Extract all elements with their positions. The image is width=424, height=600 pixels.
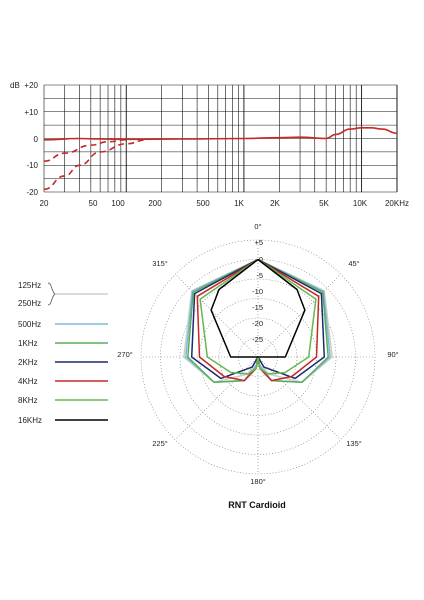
polar-radial-labels: +5 0 -5 -10 -15 -20 -25 [252,238,263,344]
radial-tick-label: +5 [254,238,263,247]
x-tick-label: 1K [234,199,244,208]
x-tick-label: 2K [270,199,280,208]
x-tick-label: 200 [148,199,162,208]
frequency-response-line-0 [43,126,398,141]
x-tick-label: 10K [353,199,368,208]
polar-chart-title: RNT Cardioid [228,500,286,510]
angle-label-315: 315° [152,259,168,268]
radial-tick-label: -5 [256,271,263,280]
frequency-response-tick-labels: dB +20 +10 0 -10 -20 20 50 100 200 500 1… [10,81,409,208]
x-tick-label: 100 [111,199,125,208]
radial-tick-label: -10 [252,287,263,296]
frequency-response-curves [43,126,398,191]
y-tick-label: 0 [34,135,39,144]
frequency-response-line-2 [43,139,148,191]
angle-label-225: 225° [152,439,168,448]
legend-label-250hz: 250Hz [18,299,41,308]
legend: 125Hz 250Hz 500Hz 1KHz 2KHz 4KHz 8KHz 16… [18,281,108,425]
radial-tick-label: -25 [252,335,263,344]
polar-angle-labels: 0° 45° 90° 135° 180° 225° 270° 315° [117,222,398,486]
radial-tick-label: -20 [252,319,263,328]
polar-curves [183,258,333,384]
legend-label-125hz: 125Hz [18,281,41,290]
y-tick-label: +20 [24,81,38,90]
x-tick-label: 20 [40,199,49,208]
legend-label-4khz: 4KHz [18,377,38,386]
polar-pattern-chart: +5 0 -5 -10 -15 -20 -25 0° 45° 90° 135° … [117,222,398,486]
frequency-response-line-1 [43,139,127,162]
angle-label-45: 45° [348,259,359,268]
radial-tick-label: -15 [252,303,263,312]
polar-curve-16khz [210,258,306,358]
polar-ring [140,239,376,475]
legend-label-2khz: 2KHz [18,358,38,367]
x-tick-label: 500 [196,199,210,208]
legend-label-500hz: 500Hz [18,320,41,329]
polar-ring [160,259,356,455]
angle-label-270: 270° [117,350,133,359]
legend-brace [47,282,56,306]
angle-label-180: 180° [250,477,266,486]
y-axis-label: dB [10,81,20,90]
angle-label-0: 0° [254,222,261,231]
frequency-response-chart: dB +20 +10 0 -10 -20 20 50 100 200 500 1… [10,81,409,208]
y-tick-label: +10 [24,108,38,117]
y-tick-label: -10 [26,161,38,170]
x-tick-label: 5K [319,199,329,208]
radial-tick-label: 0 [259,255,263,264]
x-tick-label: 50 [89,199,98,208]
y-tick-label: -20 [26,188,38,197]
x-tick-label: 20KHz [385,199,409,208]
angle-label-90: 90° [387,350,398,359]
legend-label-8khz: 8KHz [18,396,38,405]
angle-label-135: 135° [346,439,362,448]
legend-label-16khz: 16KHz [18,416,42,425]
legend-label-1khz: 1KHz [18,339,38,348]
